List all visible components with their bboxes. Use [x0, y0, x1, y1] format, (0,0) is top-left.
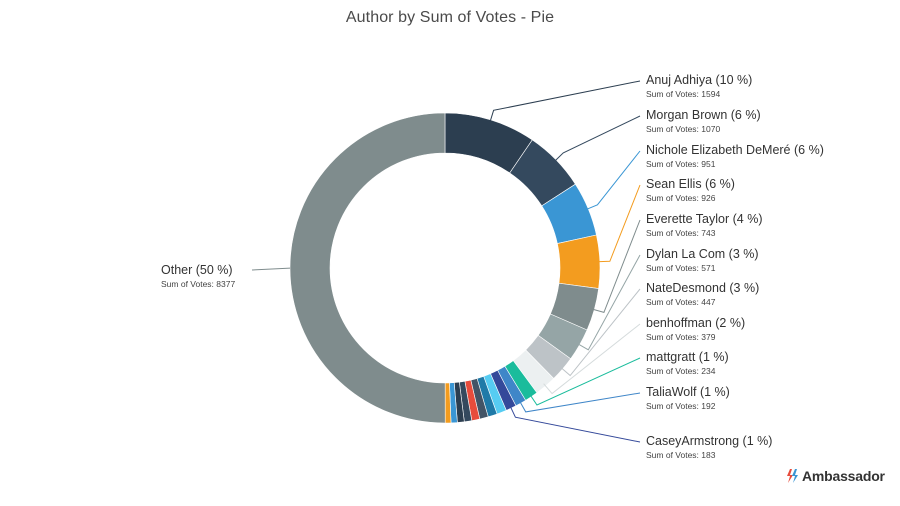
label-other: Other (50 %) Sum of Votes: 8377 — [161, 263, 236, 289]
leader-lines — [251, 80, 641, 443]
label-caseyarmstrong: CaseyArmstrong (1 %) Sum of Votes: 183 — [646, 434, 773, 460]
leader-line-other — [251, 267, 291, 271]
leader-line — [489, 80, 641, 123]
label-benhoffman: benhoffman (2 %) Sum of Votes: 379 — [646, 316, 746, 342]
donut-slices — [289, 112, 601, 424]
label-mattgratt: mattgratt (1 %) Sum of Votes: 234 — [646, 350, 729, 376]
leader-line — [518, 392, 641, 413]
label-sean-ellis: Sean Ellis (6 %) Sum of Votes: 926 — [646, 177, 735, 203]
chart-title: Author by Sum of Votes - Pie — [345, 9, 555, 26]
label-everette-taylor: Everette Taylor (4 %) Sum of Votes: 743 — [646, 212, 763, 238]
leader-line — [576, 254, 641, 351]
slice-other[interactable] — [289, 112, 446, 424]
label-natedesmond: NateDesmond (3 %) Sum of Votes: 447 — [646, 281, 760, 307]
leader-line — [529, 357, 641, 406]
leader-line — [553, 115, 641, 163]
brand-name: Ambassador — [802, 468, 885, 484]
leader-line — [543, 323, 641, 395]
leader-line — [585, 150, 641, 211]
leader-line — [591, 219, 641, 313]
label-morgan-brown: Morgan Brown (6 %) Sum of Votes: 1070 — [646, 108, 761, 134]
label-anuj-adhiya: Anuj Adhiya (10 %) Sum of Votes: 1594 — [646, 73, 753, 99]
ambassador-logo-icon — [787, 469, 798, 483]
slice-sean-ellis[interactable] — [557, 234, 601, 289]
label-nichole-demere: Nichole Elizabeth DeMeré (6 %) Sum of Vo… — [646, 143, 824, 169]
label-taliawolf: TaliaWolf (1 %) Sum of Votes: 192 — [646, 385, 730, 411]
leader-line — [596, 184, 641, 263]
leader-line — [559, 288, 641, 377]
ambassador-brand: Ambassador — [786, 468, 885, 484]
leader-line — [509, 405, 641, 443]
label-dylan-la-com: Dylan La Com (3 %) Sum of Votes: 571 — [646, 247, 759, 273]
